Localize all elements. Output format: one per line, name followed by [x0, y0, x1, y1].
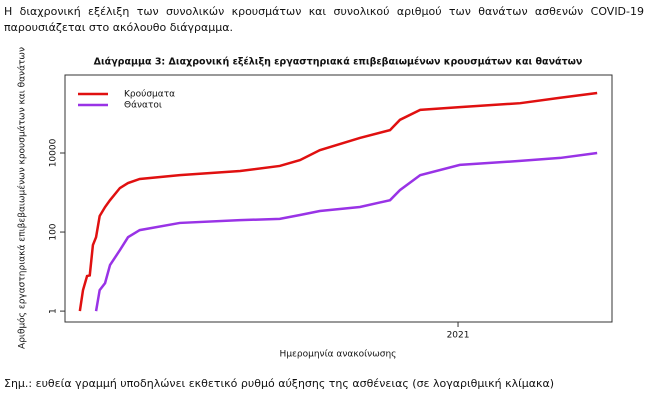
x-tick-label: 2021	[447, 331, 470, 341]
intro-text: Η διαχρονική εξέλιξη των συνολικών κρουσ…	[4, 5, 644, 34]
x-axis-label: Ημερομηνία ανακοίνωσης	[280, 350, 397, 360]
note-text: Σημ.: ευθεία γραμμή υποδηλώνει εκθετικό …	[4, 377, 555, 390]
chart: Διάγραμμα 3: Διαχρονική εξέλιξη εργαστηρ…	[17, 47, 613, 360]
plot-frame	[64, 74, 613, 323]
legend-label: Θάνατοι	[124, 101, 162, 111]
y-tick-label: 1	[49, 308, 59, 314]
y-tick-label: 100	[49, 223, 59, 240]
y-tick-label: 10000	[49, 138, 59, 167]
series-line	[78, 91, 598, 312]
chart-title: Διάγραμμα 3: Διαχρονική εξέλιξη εργαστηρ…	[94, 57, 583, 68]
y-axis-label: Αριθμός εργαστηριακά επιβεβαιωμένων κρου…	[17, 47, 28, 349]
series-line	[94, 151, 598, 312]
legend-label: Κρούσματα	[124, 89, 175, 100]
